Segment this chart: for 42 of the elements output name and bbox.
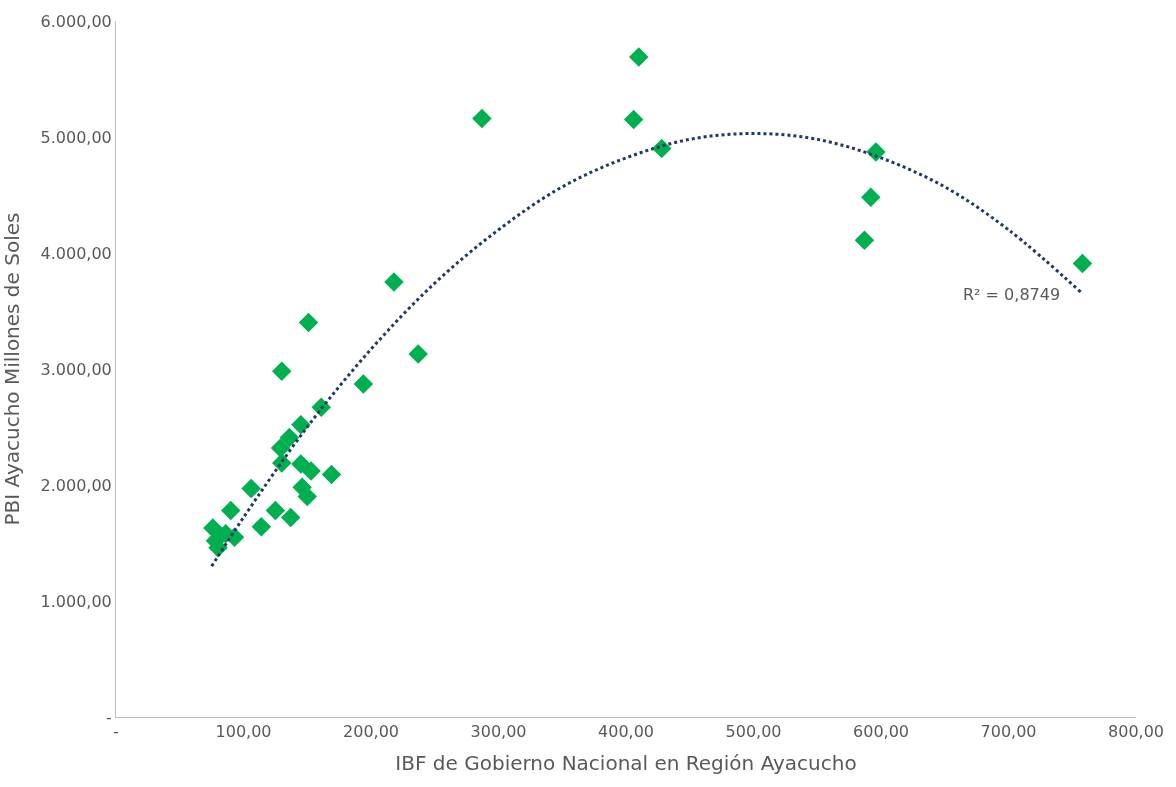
y-tick-label: 1.000,00 [40, 591, 112, 611]
x-tick-label: 300,00 [470, 722, 527, 742]
point [854, 230, 875, 250]
point [280, 507, 301, 528]
y-tick-label: 3.000,00 [40, 359, 112, 379]
y-tick-label: - [106, 707, 112, 727]
x-axis-title: IBF de Gobierno Nacional en Región Ayacucho [395, 750, 857, 775]
point [291, 414, 311, 435]
point [270, 438, 291, 458]
x-tick-label: 600,00 [853, 722, 909, 742]
point [472, 108, 492, 129]
point [298, 312, 319, 333]
x-tick-label: 800,00 [1108, 722, 1164, 742]
point [251, 517, 272, 537]
y-tick-label: 5.000,00 [40, 127, 112, 147]
point [321, 464, 342, 485]
x-tick-label: 200,00 [343, 722, 399, 742]
point [272, 453, 292, 473]
point [353, 374, 374, 394]
point [241, 478, 261, 499]
point [265, 500, 286, 521]
line-series [210, 132, 1084, 568]
point [297, 486, 317, 507]
point [301, 461, 321, 481]
x-tick-label: 500,00 [725, 722, 782, 742]
point [384, 272, 404, 292]
x-tick-label: 400,00 [598, 722, 654, 742]
y-tick-label: 2.000,00 [40, 475, 112, 495]
annotation: R² = 0,8749 [963, 285, 1061, 304]
point [1072, 253, 1093, 274]
y-tick-label: 6.000,00 [40, 11, 112, 31]
x-tick-label: 700,00 [980, 722, 1037, 742]
point [629, 47, 649, 67]
point [221, 500, 241, 521]
y-tick-label: 4.000,00 [40, 243, 112, 263]
point [272, 361, 292, 382]
point [623, 109, 644, 130]
point [408, 344, 428, 364]
y-axis-title: PBI Ayacucho Millones de Soles [0, 212, 25, 526]
point [279, 427, 300, 448]
x-tick-label: 100,00 [215, 722, 272, 742]
point [861, 187, 881, 208]
